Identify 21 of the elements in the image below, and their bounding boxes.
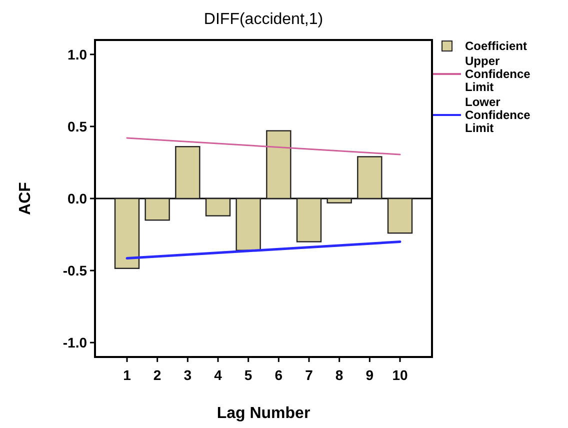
legend-label: Coefficient (465, 39, 528, 53)
legend-label: Upper Confidence Limit (465, 54, 531, 94)
y-axis-title: ACF (17, 182, 34, 215)
x-tick-label: 1 (123, 367, 132, 383)
x-tick-label: 2 (153, 367, 162, 383)
x-tick-label: 9 (366, 367, 374, 383)
x-tick-label: 10 (392, 367, 408, 383)
x-tick-label: 5 (244, 367, 252, 383)
y-tick-label: -0.5 (62, 262, 88, 279)
y-tick-label: 0.0 (68, 190, 88, 206)
x-tick-label: 7 (305, 367, 314, 383)
x-axis-title: Lag Number (216, 405, 310, 422)
legend-label: Lower Confidence Limit (465, 95, 531, 135)
x-tick-label: 3 (184, 367, 192, 383)
y-tick-label: -1.0 (62, 334, 88, 351)
x-tick-label: 4 (214, 367, 222, 383)
x-tick-label: 8 (335, 367, 344, 383)
chart-title: DIFF(accident,1) (204, 11, 324, 28)
y-tick-label: 0.5 (68, 118, 88, 134)
x-tick-label: 6 (274, 367, 283, 383)
y-tick-label: 1.0 (68, 46, 88, 62)
